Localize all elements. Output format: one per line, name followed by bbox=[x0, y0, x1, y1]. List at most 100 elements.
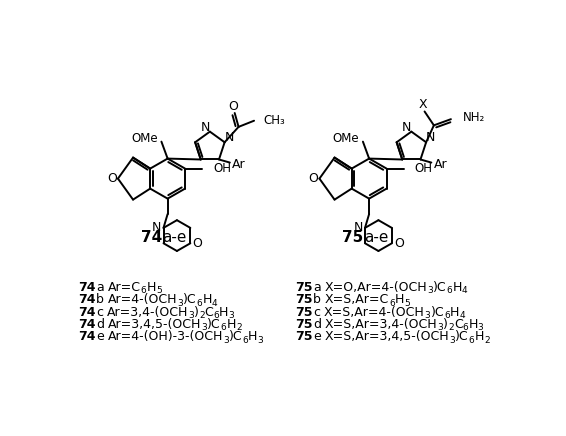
Text: H: H bbox=[395, 293, 404, 307]
Text: N: N bbox=[426, 131, 435, 144]
Text: e: e bbox=[313, 330, 321, 343]
Text: NH₂: NH₂ bbox=[464, 111, 486, 124]
Text: 4: 4 bbox=[459, 311, 465, 320]
Text: 74: 74 bbox=[79, 281, 96, 294]
Text: X=S,Ar=C: X=S,Ar=C bbox=[325, 293, 389, 307]
Text: 3: 3 bbox=[427, 286, 433, 295]
Text: )C: )C bbox=[207, 318, 221, 331]
Text: c: c bbox=[313, 306, 320, 319]
Text: ): ) bbox=[443, 318, 448, 331]
Text: d: d bbox=[313, 318, 321, 331]
Text: Ar: Ar bbox=[232, 157, 246, 170]
Text: X=O,Ar=4-(OCH: X=O,Ar=4-(OCH bbox=[325, 281, 427, 294]
Text: Ar=C: Ar=C bbox=[108, 281, 141, 294]
Text: 75: 75 bbox=[295, 318, 313, 331]
Text: a-e: a-e bbox=[364, 230, 388, 245]
Text: 3: 3 bbox=[177, 299, 183, 308]
Text: e: e bbox=[96, 330, 104, 343]
Text: OMe: OMe bbox=[333, 132, 359, 145]
Text: 74: 74 bbox=[79, 318, 96, 331]
Text: N: N bbox=[200, 120, 210, 133]
Text: Ar=3,4-(OCH: Ar=3,4-(OCH bbox=[107, 306, 188, 319]
Text: CH₃: CH₃ bbox=[263, 114, 285, 127]
Text: 75: 75 bbox=[295, 330, 313, 343]
Text: 3: 3 bbox=[201, 323, 207, 332]
Text: ): ) bbox=[194, 306, 199, 319]
Text: N: N bbox=[353, 221, 363, 235]
Text: 6: 6 bbox=[197, 299, 203, 308]
Text: O: O bbox=[394, 237, 404, 250]
Text: C: C bbox=[454, 318, 462, 331]
Text: 75: 75 bbox=[342, 230, 364, 245]
Text: 5: 5 bbox=[404, 299, 410, 308]
Text: 6: 6 bbox=[221, 323, 226, 332]
Text: 74: 74 bbox=[79, 293, 96, 307]
Text: 6: 6 bbox=[444, 311, 450, 320]
Text: 3: 3 bbox=[478, 323, 483, 332]
Text: )C: )C bbox=[455, 330, 469, 343]
Text: 74: 74 bbox=[79, 306, 96, 319]
Text: O: O bbox=[308, 172, 318, 185]
Text: H: H bbox=[248, 330, 258, 343]
Text: 3: 3 bbox=[188, 311, 194, 320]
Text: 6: 6 bbox=[469, 336, 474, 344]
Text: 3: 3 bbox=[424, 311, 431, 320]
Text: H: H bbox=[452, 281, 462, 294]
Text: Ar=4-(OH)-3-(OCH: Ar=4-(OH)-3-(OCH bbox=[108, 330, 223, 343]
Text: )C: )C bbox=[431, 306, 444, 319]
Text: Ar=4-(OCH: Ar=4-(OCH bbox=[108, 293, 177, 307]
Text: OH: OH bbox=[414, 162, 432, 175]
Text: 3: 3 bbox=[258, 336, 263, 344]
Text: 2: 2 bbox=[199, 311, 205, 320]
Text: 6: 6 bbox=[141, 286, 147, 295]
Text: H: H bbox=[226, 318, 236, 331]
Text: 3: 3 bbox=[229, 311, 234, 320]
Text: 5: 5 bbox=[156, 286, 162, 295]
Text: H: H bbox=[450, 306, 459, 319]
Text: X=S,Ar=3,4-(OCH: X=S,Ar=3,4-(OCH bbox=[325, 318, 438, 331]
Text: H: H bbox=[219, 306, 229, 319]
Text: 6: 6 bbox=[389, 299, 395, 308]
Text: c: c bbox=[96, 306, 103, 319]
Text: d: d bbox=[96, 318, 104, 331]
Text: 3: 3 bbox=[438, 323, 443, 332]
Text: OH: OH bbox=[213, 162, 231, 175]
Text: 74: 74 bbox=[79, 330, 96, 343]
Text: 2: 2 bbox=[484, 336, 490, 344]
Text: b: b bbox=[313, 293, 321, 307]
Text: Ar=3,4,5-(OCH: Ar=3,4,5-(OCH bbox=[108, 318, 201, 331]
Text: N: N bbox=[402, 120, 411, 133]
Text: a-e: a-e bbox=[162, 230, 187, 245]
Text: Ar: Ar bbox=[434, 157, 448, 170]
Text: N: N bbox=[225, 131, 234, 144]
Text: 75: 75 bbox=[295, 293, 313, 307]
Text: H: H bbox=[203, 293, 212, 307]
Text: O: O bbox=[228, 99, 238, 112]
Text: OMe: OMe bbox=[131, 132, 158, 145]
Text: O: O bbox=[107, 172, 117, 185]
Text: 75: 75 bbox=[295, 281, 313, 294]
Text: )C: )C bbox=[183, 293, 197, 307]
Text: H: H bbox=[147, 281, 156, 294]
Text: 2: 2 bbox=[236, 323, 242, 332]
Text: N: N bbox=[152, 221, 161, 235]
Text: b: b bbox=[96, 293, 104, 307]
Text: 3: 3 bbox=[223, 336, 229, 344]
Text: 74: 74 bbox=[141, 230, 162, 245]
Text: a: a bbox=[313, 281, 321, 294]
Text: 6: 6 bbox=[213, 311, 219, 320]
Text: 2: 2 bbox=[448, 323, 454, 332]
Text: 75: 75 bbox=[295, 306, 313, 319]
Text: 3: 3 bbox=[449, 336, 455, 344]
Text: C: C bbox=[205, 306, 213, 319]
Text: 6: 6 bbox=[462, 323, 469, 332]
Text: 6: 6 bbox=[242, 336, 248, 344]
Text: )C: )C bbox=[229, 330, 242, 343]
Text: 4: 4 bbox=[462, 286, 468, 295]
Text: O: O bbox=[192, 237, 202, 250]
Text: a: a bbox=[96, 281, 104, 294]
Text: 4: 4 bbox=[212, 299, 217, 308]
Text: X: X bbox=[419, 98, 427, 111]
Text: 6: 6 bbox=[447, 286, 452, 295]
Text: )C: )C bbox=[433, 281, 447, 294]
